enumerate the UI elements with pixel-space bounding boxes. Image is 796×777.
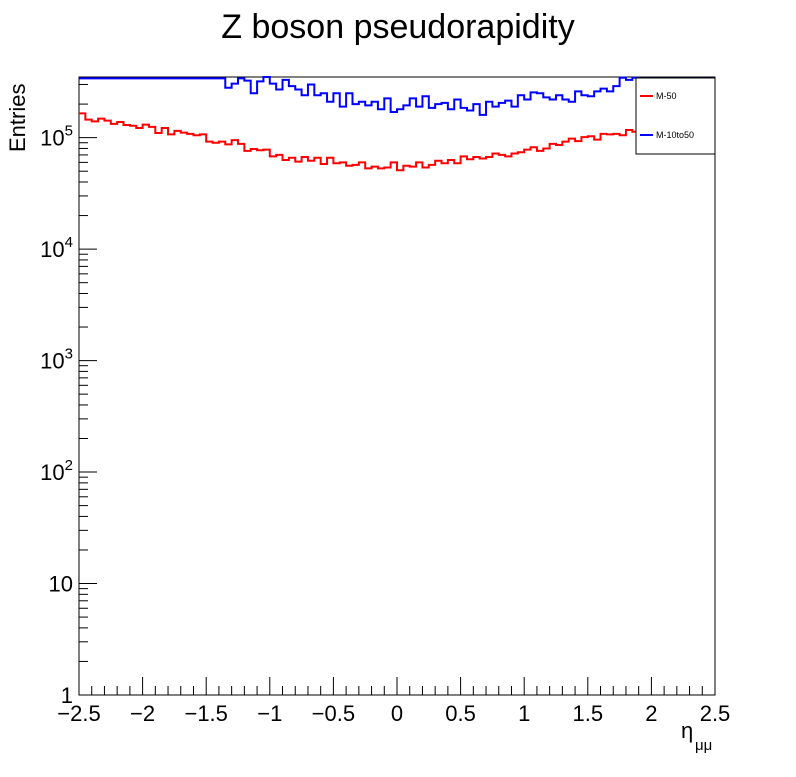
x-axis-label-subscript: μμ — [695, 737, 712, 754]
y-tick-label-base: 10 — [40, 237, 64, 262]
series-layer — [79, 76, 715, 172]
legend-entry-m10to50: M-10to50 — [640, 130, 694, 140]
x-tick-label: −2 — [130, 701, 155, 726]
y-tick-label: 105 — [40, 123, 73, 151]
y-tick-label-base: 1 — [61, 683, 73, 708]
y-tick-label-base: 10 — [40, 460, 64, 485]
y-tick-label: 102 — [40, 457, 73, 485]
axes-layer: −2.5 −2 −1.5 −1 −0.5 0 0.5 1 1.5 2 2.5110102103104… — [40, 83, 731, 726]
legend-label-m50: M-50 — [656, 91, 677, 101]
x-tick-label: −1 — [257, 701, 282, 726]
legend-label-m10to50: M-10to50 — [656, 130, 694, 140]
y-tick-label-base: 10 — [40, 126, 64, 151]
y-tick-label-base: 10 — [49, 572, 73, 597]
x-axis-label-symbol: η — [681, 718, 693, 743]
x-tick-label: 0.5 — [445, 701, 476, 726]
series-line-m-10to50 — [79, 76, 715, 116]
x-tick-label: 1.5 — [573, 701, 604, 726]
y-tick-label-exponent: 3 — [65, 346, 73, 363]
series-line-m-50 — [79, 112, 715, 172]
y-tick-label-exponent: 4 — [65, 234, 73, 251]
y-axis-label: Entries — [5, 84, 30, 152]
x-tick-label: 2 — [645, 701, 657, 726]
x-tick-label: −1.5 — [184, 701, 227, 726]
y-tick-label: 104 — [40, 234, 73, 262]
y-tick-label-exponent: 5 — [65, 123, 73, 140]
y-tick-label: 10 — [49, 572, 73, 597]
y-tick-label-exponent: 2 — [65, 457, 73, 474]
legend: M-50 M-10to50 — [635, 77, 716, 155]
legend-box — [635, 77, 716, 155]
x-tick-label: 2.5 — [700, 701, 731, 726]
legend-entry-m50: M-50 — [640, 91, 677, 101]
y-tick-label: 103 — [40, 346, 73, 374]
x-tick-label: −2.5 — [57, 701, 100, 726]
x-tick-label: 1 — [518, 701, 530, 726]
y-tick-label-base: 10 — [40, 349, 64, 374]
x-tick-label: −0.5 — [312, 701, 355, 726]
chart-title: Z boson pseudorapidity — [221, 8, 574, 46]
x-axis-label: η μμ — [681, 718, 712, 754]
y-tick-label: 1 — [61, 683, 73, 708]
x-tick-label: 0 — [391, 701, 403, 726]
